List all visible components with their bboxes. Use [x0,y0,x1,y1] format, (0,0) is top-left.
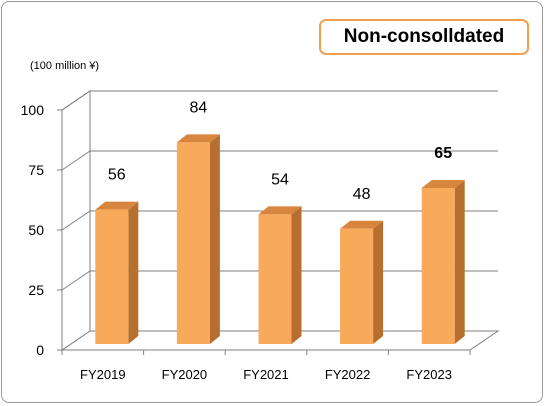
bar [340,228,374,344]
data-label: 54 [271,171,289,188]
bar-side [454,180,465,344]
bar-side [291,206,302,344]
bar [258,214,292,344]
bar-side [373,220,384,344]
gridline-diagonal [61,210,91,231]
gridline-diagonal [61,270,91,291]
gridline-diagonal [61,90,91,111]
y-tick-label: 0 [36,342,44,358]
x-tick-label: FY2020 [162,367,208,382]
x-tick-label: FY2019 [80,367,126,382]
x-tick-label: FY2022 [325,367,371,382]
gridline-diagonal [61,150,91,171]
x-tick-label: FY2023 [406,367,452,382]
bar-top [421,180,465,188]
data-label: 84 [190,99,208,116]
bar [95,209,129,344]
bar-top [95,201,139,210]
data-label: 56 [108,167,126,184]
data-label: 65 [434,145,452,162]
bar [176,142,210,344]
x-tick-label: FY2021 [243,367,289,382]
y-tick-label: 25 [28,282,44,298]
y-tick-label: 50 [28,222,44,238]
bar-top [340,220,384,229]
bar-side [209,134,220,344]
y-tick-label: 75 [28,162,44,178]
bar-top [258,206,302,215]
y-axis-unit-label: (100 million ¥) [30,60,100,72]
y-tick-label: 100 [21,102,45,118]
non-consolidated-badge: Non-consolldated [319,19,529,55]
bar-side [128,201,139,344]
bar [421,188,455,344]
bar-top [176,134,220,143]
data-label: 48 [353,186,371,203]
